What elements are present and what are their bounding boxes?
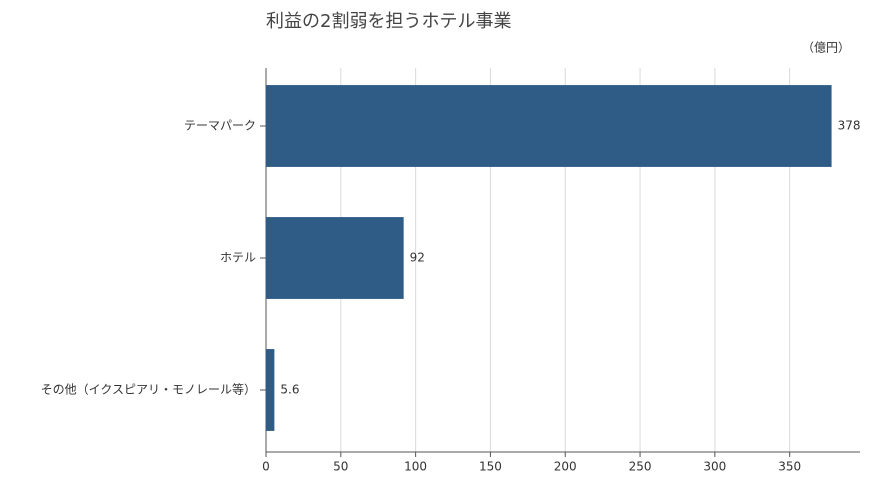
y-tick-label: その他（イクスピアリ・モノレール等） [41,383,256,397]
x-tick-label: 200 [554,460,577,474]
value-label: 5.6 [280,383,299,397]
unit-label: （億円） [802,41,850,55]
x-tick-label: 150 [479,460,502,474]
x-tick-label: 50 [333,460,348,474]
bar [266,349,275,431]
x-tick-label: 250 [629,460,652,474]
y-tick-label: ホテル [220,251,256,265]
x-tick-label: 300 [703,460,726,474]
chart-title: 利益の2割弱を担うホテル事業 [266,11,511,32]
x-tick-label: 0 [262,460,270,474]
value-label: 378 [838,119,861,133]
value-label: 92 [410,251,425,265]
y-tick-label: テーマパーク [184,119,256,133]
x-tick-label: 100 [404,460,427,474]
bar [266,85,832,167]
x-tick-label: 350 [778,460,801,474]
bar [266,217,404,299]
